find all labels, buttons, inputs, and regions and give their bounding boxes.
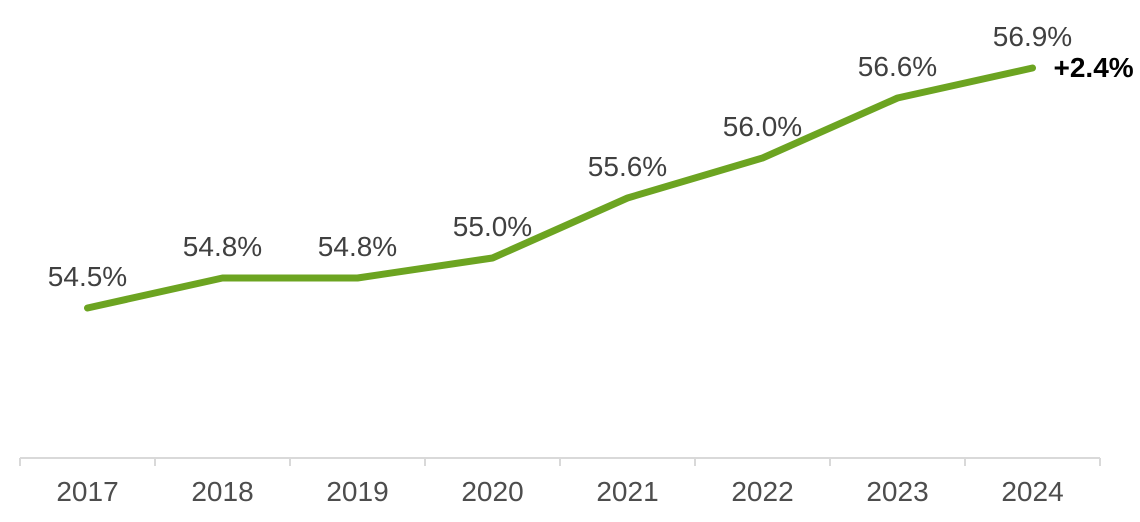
data-label: 55.0% bbox=[452, 211, 533, 242]
x-axis-label: 2022 bbox=[731, 476, 794, 507]
x-axis-label: 2020 bbox=[461, 476, 524, 507]
data-line bbox=[84, 64, 1036, 312]
data-label: 56.0% bbox=[722, 111, 803, 142]
x-axis-label: 2018 bbox=[191, 476, 254, 507]
data-label: 56.9% bbox=[992, 21, 1073, 52]
x-axis-label: 2024 bbox=[1001, 476, 1064, 507]
x-axis-label: 2023 bbox=[866, 476, 929, 507]
data-label: 54.8% bbox=[317, 231, 398, 262]
x-axis-label: 2019 bbox=[326, 476, 389, 507]
x-axis-label: 2021 bbox=[596, 476, 659, 507]
data-label: 56.6% bbox=[857, 51, 938, 82]
total-change-annotation: +2.4% bbox=[1053, 52, 1134, 83]
data-label: 55.6% bbox=[587, 151, 668, 182]
data-label: 54.8% bbox=[182, 231, 263, 262]
x-axis-label: 2017 bbox=[56, 476, 119, 507]
data-label: 54.5% bbox=[47, 261, 128, 292]
